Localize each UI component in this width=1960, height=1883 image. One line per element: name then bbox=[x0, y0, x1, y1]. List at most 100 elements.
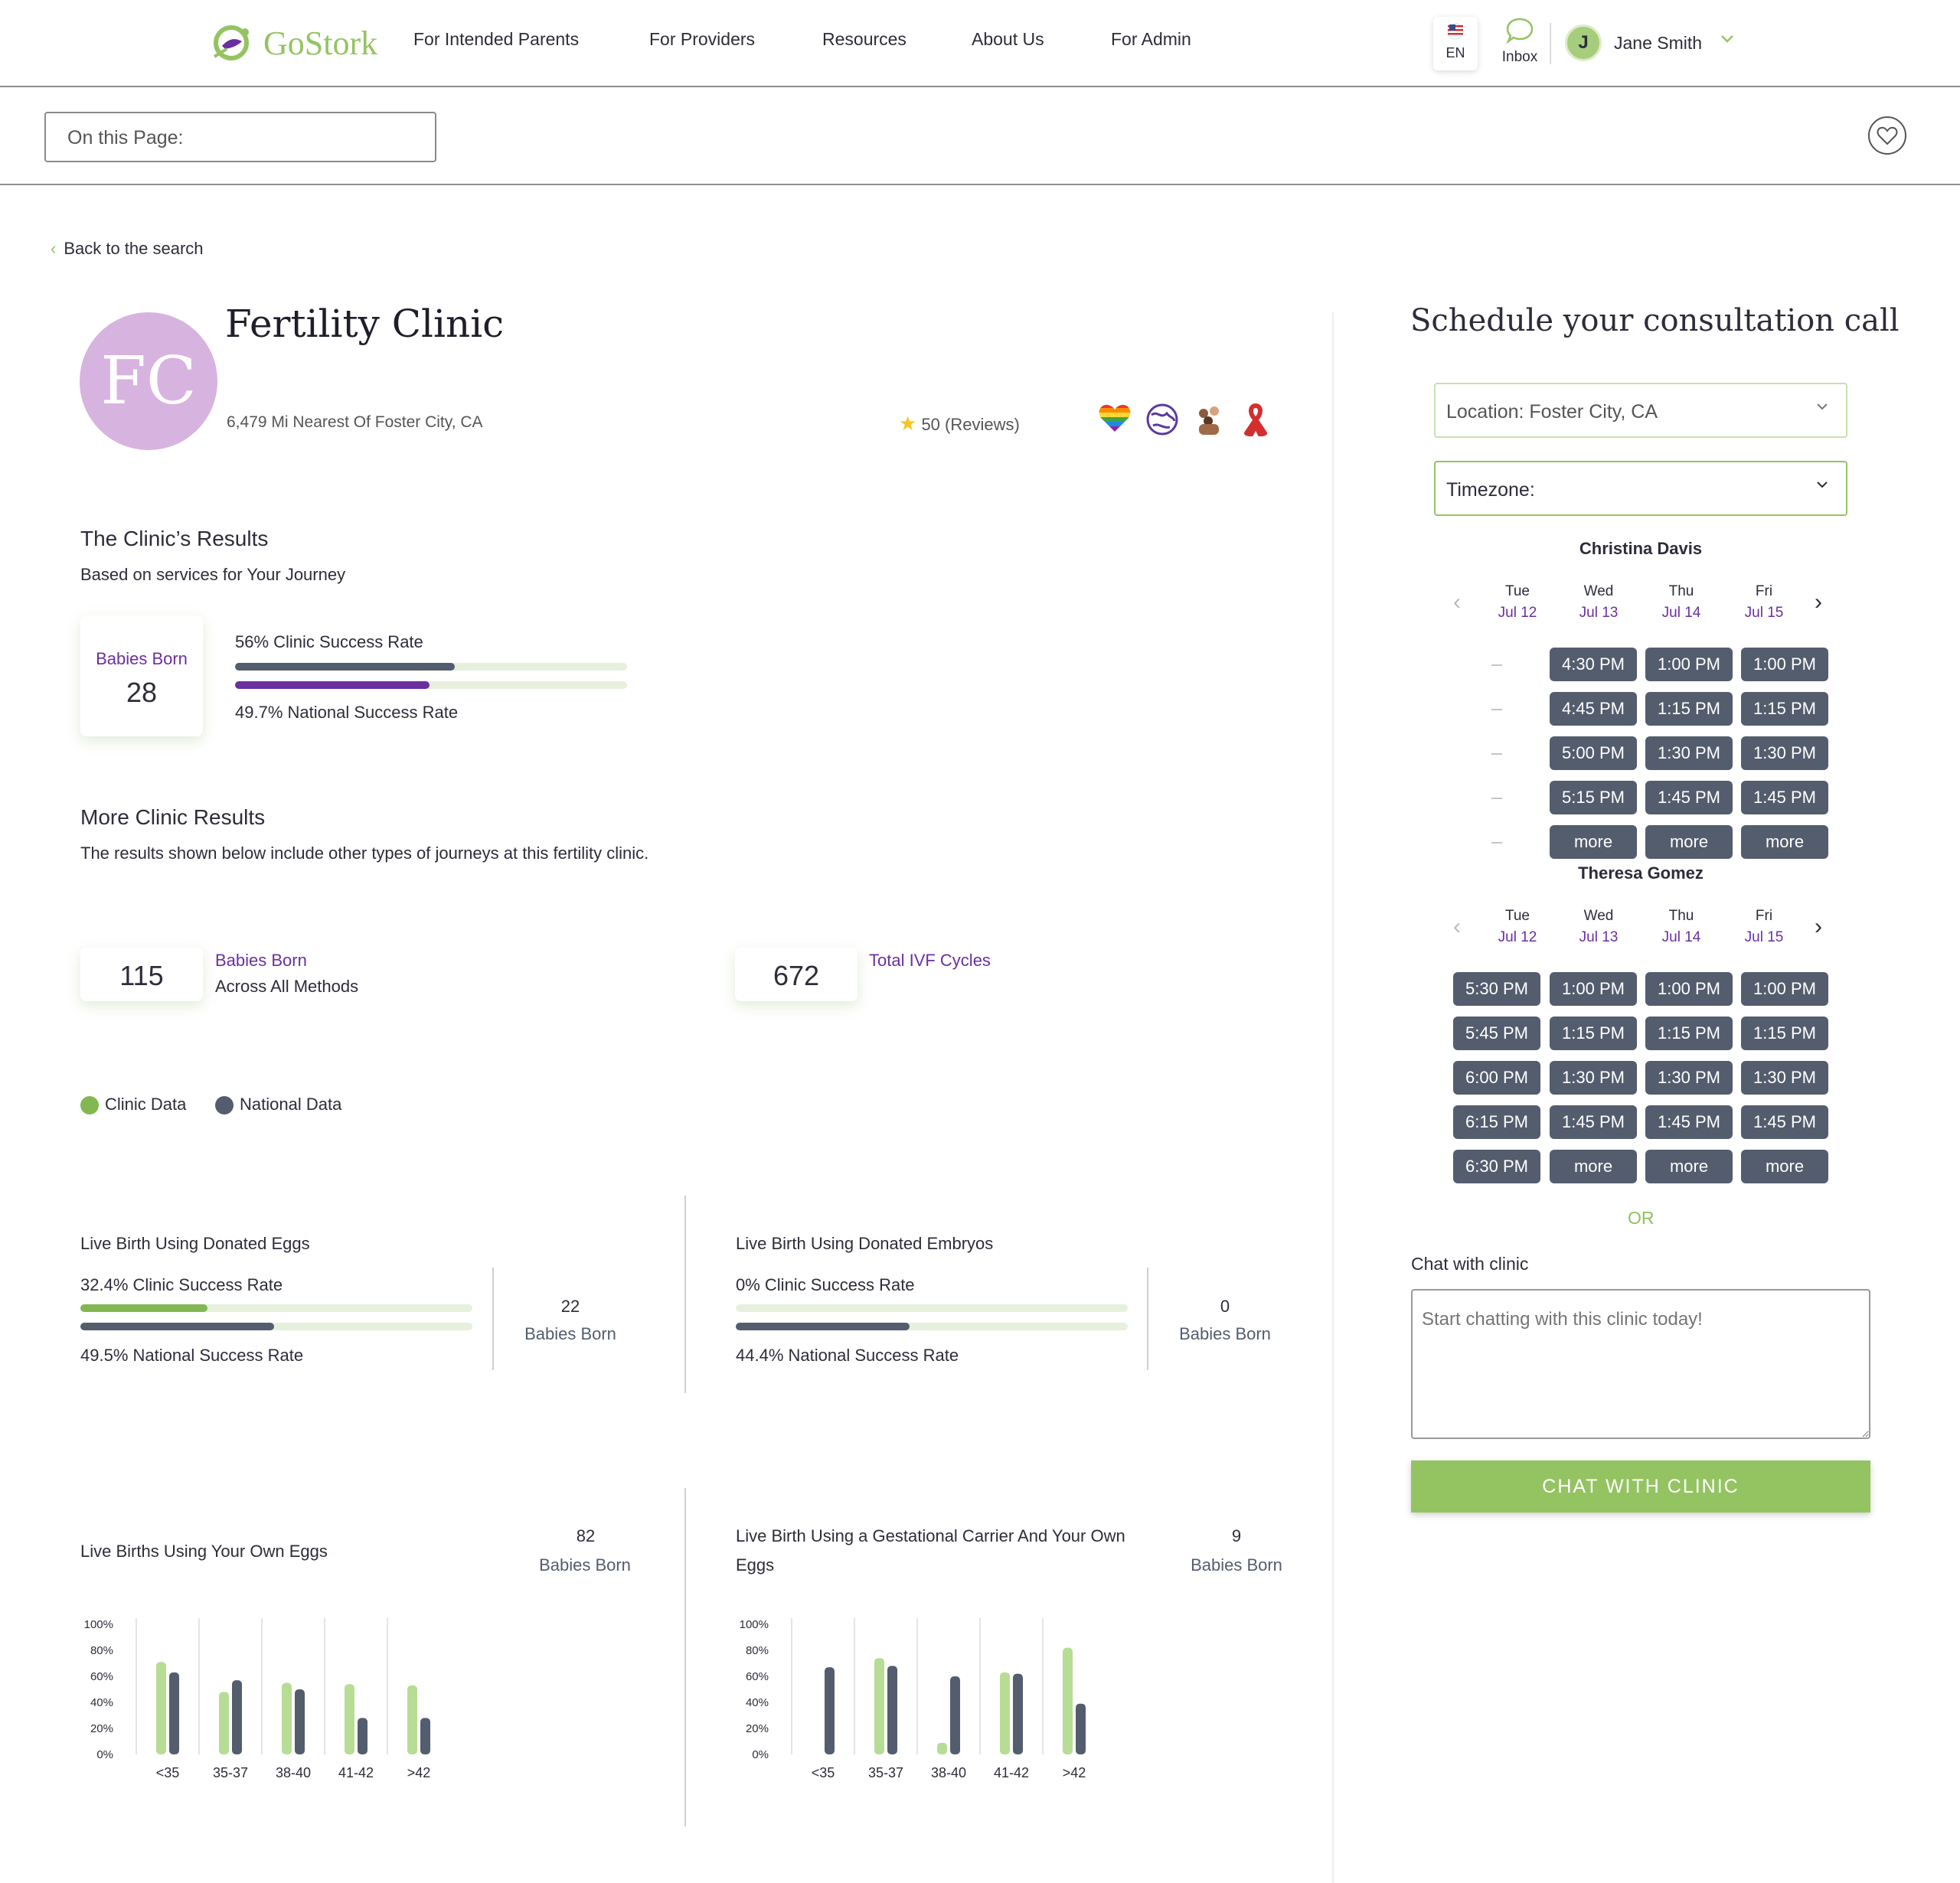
chevron-right-icon[interactable]: › bbox=[1815, 589, 1822, 615]
time-slot-button[interactable]: 1:00 PM bbox=[1741, 648, 1828, 681]
sub-toolbar bbox=[0, 87, 1960, 185]
national-data-bar bbox=[1076, 1703, 1086, 1754]
gestational-babies-value: 9 bbox=[1231, 1526, 1242, 1545]
y-tick-label: 40% bbox=[90, 1696, 113, 1709]
y-tick-label: 0% bbox=[96, 1748, 113, 1761]
nav-resources[interactable]: Resources bbox=[822, 29, 906, 49]
y-tick-label: 0% bbox=[752, 1748, 769, 1761]
total-babies-value: 115 bbox=[80, 948, 203, 1001]
time-slot-button[interactable]: 5:45 PM bbox=[1453, 1017, 1540, 1050]
donated-eggs-clinic-bar bbox=[80, 1304, 472, 1312]
time-slot-button[interactable]: 5:00 PM bbox=[1550, 736, 1637, 770]
clinic-badges bbox=[1098, 403, 1271, 436]
more-slots-button[interactable]: more bbox=[1645, 1150, 1733, 1183]
stork-logo-icon bbox=[213, 25, 249, 60]
x-category-label: >42 bbox=[1063, 1765, 1086, 1780]
time-slot-button[interactable]: 1:15 PM bbox=[1741, 692, 1828, 726]
time-slot-button[interactable]: 1:00 PM bbox=[1645, 648, 1733, 681]
national-rate-label: 49.7% National Success Rate bbox=[235, 703, 459, 722]
babies-born-label: Babies Born bbox=[96, 649, 188, 668]
donated-eggs-national-label: 49.5% National Success Rate bbox=[80, 1346, 304, 1365]
more-slots-button[interactable]: more bbox=[1550, 825, 1637, 859]
time-slot-button[interactable]: 1:30 PM bbox=[1645, 1061, 1733, 1095]
no-slot-dash bbox=[1491, 842, 1502, 844]
time-slot-button[interactable]: 1:15 PM bbox=[1550, 1017, 1637, 1050]
back-to-search-link[interactable]: ‹ Back to the search bbox=[51, 239, 204, 259]
globe-icon bbox=[1146, 403, 1178, 436]
more-slots-button[interactable]: more bbox=[1741, 825, 1828, 859]
time-slot-button[interactable]: 1:00 PM bbox=[1741, 972, 1828, 1006]
time-slot-button[interactable]: 1:45 PM bbox=[1741, 781, 1828, 814]
time-slot-button[interactable]: 1:45 PM bbox=[1741, 1105, 1828, 1139]
time-slot-button[interactable]: 1:30 PM bbox=[1645, 736, 1733, 770]
time-slot-button[interactable]: 6:15 PM bbox=[1453, 1105, 1540, 1139]
total-babies-label: Babies Born bbox=[215, 951, 307, 970]
national-data-bar bbox=[1013, 1673, 1023, 1754]
day-name: Fri bbox=[1755, 583, 1773, 599]
time-slot-button[interactable]: 1:15 PM bbox=[1645, 692, 1733, 726]
time-slot-button[interactable]: 1:30 PM bbox=[1550, 1061, 1637, 1095]
legend-clinic: Clinic Data bbox=[80, 1095, 187, 1115]
y-tick-label: 100% bbox=[740, 1618, 769, 1631]
x-category-label: 41-42 bbox=[338, 1765, 374, 1780]
time-slot-button[interactable]: 1:45 PM bbox=[1645, 1105, 1733, 1139]
time-slot-button[interactable]: 4:30 PM bbox=[1550, 648, 1637, 681]
time-slot-button[interactable]: 1:15 PM bbox=[1741, 1017, 1828, 1050]
time-slot-button[interactable]: 1:30 PM bbox=[1741, 1061, 1828, 1095]
nav-providers[interactable]: For Providers bbox=[649, 29, 756, 49]
legend-national: National Data bbox=[215, 1095, 341, 1115]
day-header: Wed Jul 13 bbox=[1568, 908, 1629, 946]
nav-intended-parents[interactable]: For Intended Parents bbox=[413, 29, 580, 49]
inbox-button[interactable]: Inbox bbox=[1493, 17, 1547, 66]
on-this-page-dropdown[interactable]: On this Page: bbox=[44, 112, 436, 162]
national-dot-icon bbox=[215, 1096, 234, 1115]
time-slot-button[interactable]: 1:30 PM bbox=[1741, 736, 1828, 770]
gostork-logo[interactable]: GoStork bbox=[208, 18, 377, 67]
favorite-button[interactable] bbox=[1868, 116, 1906, 155]
national-data-bar bbox=[295, 1689, 305, 1754]
day-header: Tue Jul 12 bbox=[1487, 908, 1548, 946]
location-select[interactable]: Location: Foster City, CA bbox=[1434, 383, 1847, 438]
time-slot-button[interactable]: 1:00 PM bbox=[1645, 972, 1733, 1006]
y-tick-label: 60% bbox=[90, 1670, 113, 1683]
time-slot-button[interactable]: 1:15 PM bbox=[1645, 1017, 1733, 1050]
more-slots-button[interactable]: more bbox=[1741, 1150, 1828, 1183]
clinic-rate-label: 56% Clinic Success Rate bbox=[235, 632, 423, 651]
user-avatar[interactable]: J bbox=[1565, 24, 1602, 61]
clinic-rating[interactable]: ★ 50 (Reviews) bbox=[899, 412, 1020, 436]
chat-with-clinic-button[interactable]: CHAT WITH CLINIC bbox=[1411, 1460, 1870, 1513]
time-slot-button[interactable]: 1:45 PM bbox=[1645, 781, 1733, 814]
time-slot-button[interactable]: 1:45 PM bbox=[1550, 1105, 1637, 1139]
chevron-right-icon[interactable]: › bbox=[1815, 914, 1822, 939]
day-header: Fri Jul 15 bbox=[1733, 583, 1795, 622]
time-slot-button[interactable]: 6:30 PM bbox=[1453, 1150, 1540, 1183]
y-tick-label: 40% bbox=[746, 1696, 769, 1709]
clinic-data-bar bbox=[1063, 1647, 1073, 1754]
right-column-divider bbox=[1332, 312, 1334, 1883]
nav-about-us[interactable]: About Us bbox=[972, 29, 1044, 49]
clinic-distance: 6,479 Mi Nearest Of Foster City, CA bbox=[227, 413, 483, 431]
babies-born-value: 28 bbox=[126, 677, 158, 708]
awareness-ribbon-icon bbox=[1244, 403, 1267, 436]
time-slot-button[interactable]: 5:15 PM bbox=[1550, 781, 1637, 814]
chat-input[interactable] bbox=[1411, 1289, 1870, 1439]
time-slot-button[interactable]: 4:45 PM bbox=[1550, 692, 1637, 726]
language-selector[interactable]: EN bbox=[1433, 17, 1478, 70]
nav-for-admin[interactable]: For Admin bbox=[1111, 29, 1191, 49]
day-date: Jul 15 bbox=[1744, 605, 1784, 621]
schedule-title: Schedule your consultation call bbox=[1410, 303, 1900, 338]
user-name[interactable]: Jane Smith bbox=[1614, 33, 1703, 53]
chevron-down-icon[interactable] bbox=[1720, 34, 1735, 44]
more-slots-button[interactable]: more bbox=[1550, 1150, 1637, 1183]
time-slot-button[interactable]: 6:00 PM bbox=[1453, 1061, 1540, 1095]
chevron-left-icon[interactable]: ‹ bbox=[1453, 589, 1461, 615]
total-ivf-label: Total IVF Cycles bbox=[869, 951, 991, 970]
timezone-select[interactable]: Timezone: bbox=[1434, 461, 1847, 516]
legend-clinic-label: Clinic Data bbox=[105, 1095, 187, 1114]
time-slot-button[interactable]: 1:00 PM bbox=[1550, 972, 1637, 1006]
time-slot-button[interactable]: 5:30 PM bbox=[1453, 972, 1540, 1006]
more-slots-button[interactable]: more bbox=[1645, 825, 1733, 859]
day-date: Jul 12 bbox=[1498, 605, 1537, 621]
chevron-left-icon[interactable]: ‹ bbox=[1453, 914, 1461, 939]
donated-eggs-babies-value: 22 bbox=[560, 1297, 580, 1316]
